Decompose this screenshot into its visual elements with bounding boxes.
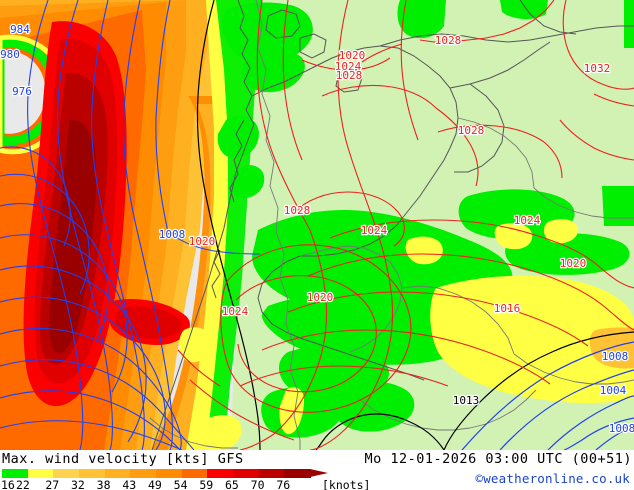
legend-swatch: [2, 469, 29, 478]
isobar-label: 1028: [458, 124, 485, 137]
legend-tick: 27: [45, 478, 60, 490]
legend-swatch: [207, 469, 234, 478]
legend-swatch: [181, 469, 208, 478]
legend-tick: 70: [250, 478, 265, 490]
legend-tick: 65: [225, 478, 239, 490]
isobar-label: 1028: [336, 69, 363, 82]
isobar-labels: 9849809761008102010281024102010201024102…: [0, 22, 634, 436]
isobar-label: 1020: [307, 291, 334, 304]
legend-swatch: [156, 469, 183, 478]
isobar-label: 1008: [609, 422, 634, 435]
legend-arrow-tip: [310, 469, 328, 477]
forecast-datetime: Mo 12-01-2026 03:00 UTC (00+51): [364, 451, 632, 467]
isobar-label: 1016: [494, 302, 521, 315]
isobar-label: 1028: [435, 34, 462, 47]
legend-tick: 22: [16, 478, 30, 490]
legend-swatch: [79, 469, 106, 478]
legend-tick: 32: [71, 478, 85, 490]
legend-swatch: [284, 469, 311, 478]
isobar-label: 1032: [584, 62, 611, 75]
legend-swatch: [27, 469, 54, 478]
legend-tick: 76: [276, 478, 291, 490]
isobar-label: 1008: [159, 228, 186, 241]
isobar-label: 1008: [602, 350, 629, 363]
isobar-label: 1020: [560, 257, 587, 270]
legend-tick: 49: [148, 478, 162, 490]
legend-tick: 43: [122, 478, 137, 490]
coastlines: [151, 0, 634, 450]
isobars-red: [177, 0, 634, 450]
isobar-label: 1020: [339, 49, 366, 62]
isobar-label: 1028: [284, 204, 311, 217]
map-svg[interactable]: 9849809761008102010281024102010201024102…: [0, 0, 634, 450]
country-borders: [149, 0, 634, 450]
isobar-label: 1004: [600, 384, 627, 397]
legend-swatch: [53, 469, 80, 478]
isobar-label: 1024: [222, 305, 249, 318]
legend-swatch: [104, 469, 131, 478]
legend-tick: 38: [96, 478, 111, 490]
isobar-label: 1013: [453, 394, 480, 407]
isobar-label: 976: [12, 85, 32, 98]
isobars-black: [196, 0, 634, 450]
isobars-blue: [0, 0, 634, 450]
isobar-label: 984: [10, 23, 30, 36]
isobar-label: 1024: [514, 214, 541, 227]
legend-tick: 16: [1, 478, 15, 490]
wind-speed-legend: 16 22 27 32 38 43 49 54 59 65 70 76 [knots]: [0, 469, 370, 490]
isobar-label: 980: [0, 48, 20, 61]
legend-tick: 54: [173, 478, 188, 490]
product-title: Max. wind velocity [kts] GFS: [2, 451, 244, 467]
legend-swatch: [233, 469, 260, 478]
legend-units-label: [knots]: [322, 478, 371, 490]
legend-swatch: [130, 469, 157, 478]
legend-swatch: [258, 469, 285, 478]
copyright-notice: ©weatheronline.co.uk: [475, 471, 630, 486]
isobar-label: 1024: [361, 224, 388, 237]
isobar-label: 1024: [335, 60, 362, 73]
legend-tick-labels: 16 22 27 32 38 43 49 54 59 65 70 76 [knots]: [0, 478, 370, 490]
legend-tick: 59: [199, 478, 214, 490]
map-canvas[interactable]: 984 980 976 1008 1020 1028 1024 1020 1020 1024 102…: [0, 0, 634, 450]
isobar-label: 1020: [189, 235, 216, 248]
map-footer: Max. wind velocity [kts] GFS Mo 12-01-20…: [0, 450, 634, 490]
legend-color-bar: [2, 469, 328, 478]
